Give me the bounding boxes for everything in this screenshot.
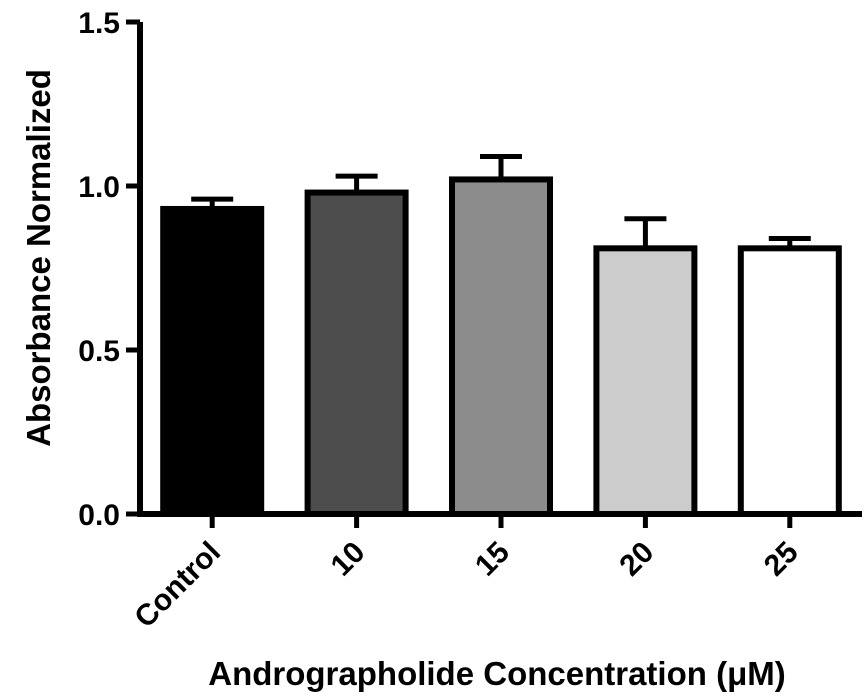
x-axis-title: Andrographolide Concentration (μM) xyxy=(208,655,785,692)
axes-layer xyxy=(126,19,862,528)
x-tick-label-3: 15 xyxy=(469,536,516,583)
bar-5 xyxy=(737,245,842,517)
bar-4 xyxy=(593,245,698,517)
x-tick-label-4: 20 xyxy=(613,536,660,583)
y-tick-label-4: 1.5 xyxy=(78,7,120,40)
x-tick-label-5: 25 xyxy=(758,536,805,583)
y-tick-label-1: 0.0 xyxy=(78,499,120,532)
y-axis-title: Absorbance Normalized xyxy=(20,69,57,447)
y-tick-label-2: 0.5 xyxy=(78,335,120,368)
y-tick-label-3: 1.0 xyxy=(78,171,120,204)
bar-1 xyxy=(160,205,265,518)
bar-2 xyxy=(304,189,409,517)
x-tick-label-2: 10 xyxy=(325,536,372,583)
x-tick-label-1: Control xyxy=(128,536,227,635)
bar-3 xyxy=(449,176,553,517)
bars-layer xyxy=(160,176,842,518)
